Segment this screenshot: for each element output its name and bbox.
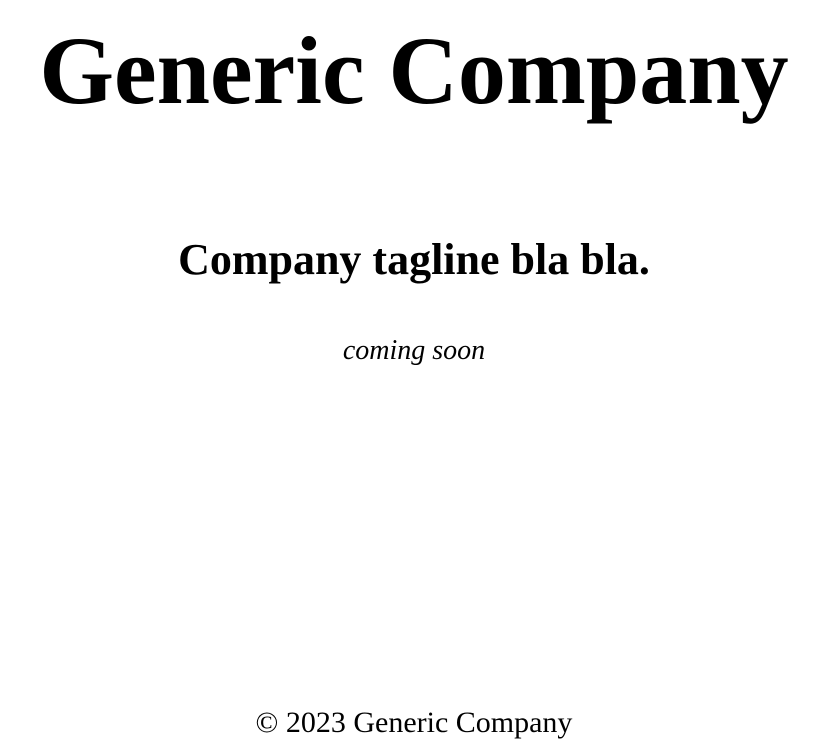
coming-soon-text: coming soon [342,335,486,366]
company-tagline: Company tagline bla bla. [178,235,650,284]
company-title: Generic Company [39,17,789,124]
footer-copyright: © 2023 Generic Company [255,706,573,739]
